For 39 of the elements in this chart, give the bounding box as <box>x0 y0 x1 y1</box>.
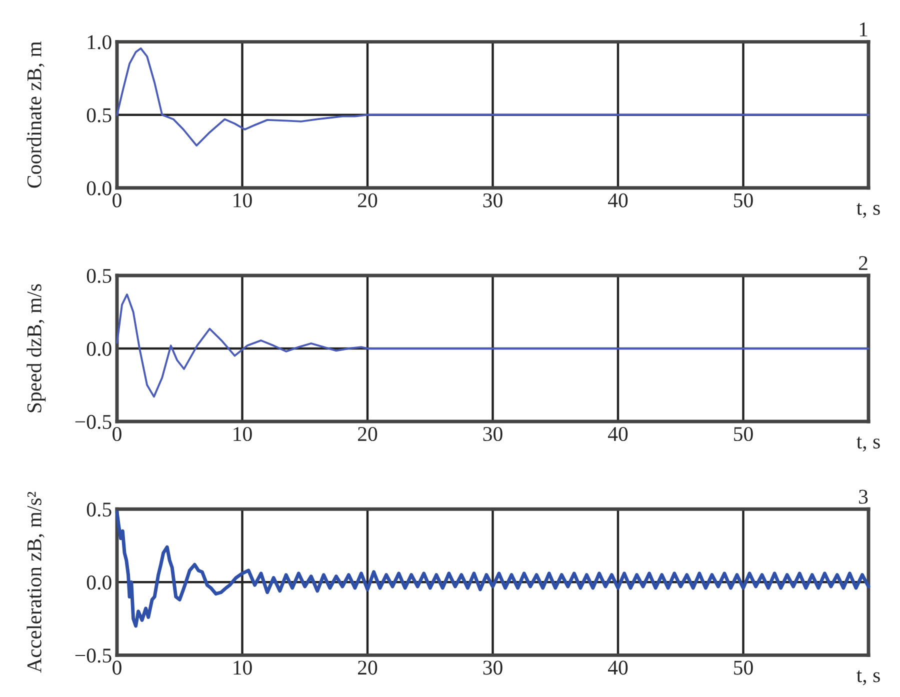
x-tick-label: 20 <box>358 660 378 675</box>
x-tick-label: 50 <box>734 426 753 442</box>
y-tick-label: 0.5 <box>86 502 112 517</box>
line-series <box>115 510 870 628</box>
line-series <box>116 47 870 146</box>
y-tick-label: 0.0 <box>86 342 112 356</box>
x-tick-label: 30 <box>483 660 502 675</box>
x-tick-label: 30 <box>483 193 502 208</box>
line-series <box>116 293 870 398</box>
x-tick-label: 40 <box>608 660 628 675</box>
y-tick-label: −0.5 <box>75 414 112 430</box>
chart-title: 1 <box>860 22 868 36</box>
x-tick-label: 40 <box>608 193 628 208</box>
y-tick-label: 0.0 <box>86 181 112 196</box>
x-axis-title: t, s <box>856 670 880 686</box>
x-tick-label: 40 <box>608 426 628 442</box>
x-tick-label: 20 <box>358 426 378 442</box>
y-tick-label: 0.5 <box>86 108 112 122</box>
x-tick-label: 20 <box>358 193 378 208</box>
y-tick-label: 0.5 <box>86 268 112 284</box>
y-tick-label: 0.0 <box>86 576 112 590</box>
x-axis-title: t, s <box>856 203 880 218</box>
y-axis-title: Acceleration zB, m/s² <box>26 492 44 673</box>
chart-title: 3 <box>859 490 868 504</box>
x-tick-label: 10 <box>234 193 252 208</box>
x-tick-label: 10 <box>234 660 252 675</box>
x-tick-label: 50 <box>734 193 753 208</box>
x-tick-label: 30 <box>483 426 502 442</box>
y-axis-title: Speed dzB, m/s <box>26 284 46 412</box>
y-tick-label: 1.0 <box>88 35 112 50</box>
y-tick-label: −0.5 <box>75 648 112 663</box>
x-axis-title: t, s <box>856 436 880 452</box>
chart-title: 2 <box>859 256 868 270</box>
x-tick-label: 0 <box>112 660 122 675</box>
x-tick-label: 10 <box>234 426 252 442</box>
x-tick-label: 50 <box>734 660 753 675</box>
x-tick-label: 0 <box>112 426 122 442</box>
y-axis-title: Coordinate zB, m <box>26 41 44 188</box>
x-tick-label: 0 <box>112 193 122 208</box>
